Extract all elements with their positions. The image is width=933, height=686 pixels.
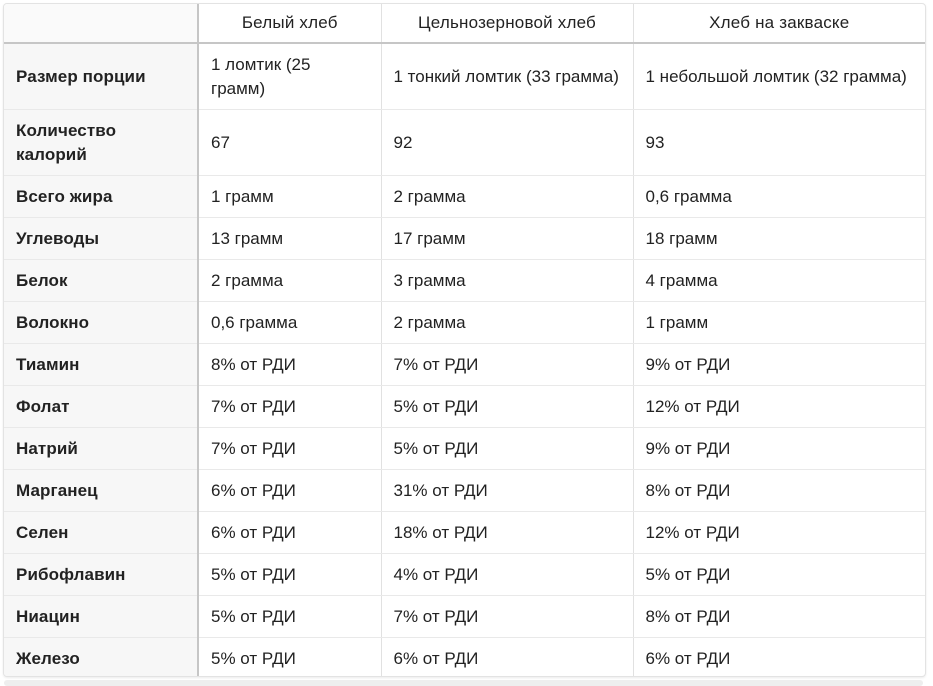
table-row: Селен 6% от РДИ 18% от РДИ 12% от РДИ — [4, 511, 925, 554]
table-cell: 31% от РДИ — [381, 469, 634, 512]
table-cell: 5% от РДИ — [381, 427, 634, 470]
table-cell: 92 — [381, 109, 634, 176]
row-label: Всего жира — [4, 175, 199, 218]
table-cell: 7% от РДИ — [198, 427, 382, 470]
table-cell: 1 тонкий ломтик (33 грамма) — [381, 43, 634, 110]
horizontal-scrollbar[interactable] — [4, 680, 923, 686]
table-row: Ниацин 5% от РДИ 7% от РДИ 8% от РДИ — [4, 595, 925, 638]
table-cell: 6% от РДИ — [198, 469, 382, 512]
table-row: Белок 2 грамма 3 грамма 4 грамма — [4, 259, 925, 302]
table-cell: 5% от РДИ — [633, 553, 925, 596]
row-label: Марганец — [4, 469, 199, 512]
table-row: Фолат 7% от РДИ 5% от РДИ 12% от РДИ — [4, 385, 925, 428]
table-cell: 12% от РДИ — [633, 385, 925, 428]
row-label: Белок — [4, 259, 199, 302]
table-cell: 6% от РДИ — [645, 648, 731, 668]
nutrition-comparison-table-container: Белый хлеб Цельнозерновой хлеб Хлеб на з… — [3, 3, 926, 677]
row-label: Рибофлавин — [4, 553, 199, 596]
table-cell: 2 грамма — [198, 259, 382, 302]
header-cell-empty — [4, 4, 199, 44]
row-label: Размер порции — [4, 43, 199, 110]
row-label: Волокно — [4, 301, 199, 344]
table-cell: 4 грамма — [633, 259, 925, 302]
row-label: Количество калорий — [4, 109, 199, 176]
table-cell: 12% от РДИ — [633, 511, 925, 554]
table-cell: 0,6 грамма — [198, 301, 382, 344]
table-cell: 4% от РДИ — [381, 553, 634, 596]
table-row: Углеводы 13 грамм 17 грамм 18 грамм — [4, 217, 925, 260]
table-cell: 2 грамма — [381, 301, 634, 344]
table-cell: 8% от РДИ — [198, 343, 382, 386]
table-cell: 7% от РДИ — [381, 595, 634, 638]
table-cell: 5% от РДИ — [198, 553, 382, 596]
table-cell: 6% от РДИ — [381, 637, 634, 676]
table-row: Размер порции 1 ломтик (25 грамм) 1 тонк… — [4, 43, 925, 110]
table-cell: 1 грамм — [633, 301, 925, 344]
table-row: Натрий 7% от РДИ 5% от РДИ 9% от РДИ — [4, 427, 925, 470]
table-row: Железо 5% от РДИ 6% от РДИ 6% от РДИ — [4, 637, 925, 676]
row-label: Ниацин — [4, 595, 199, 638]
table-cell: 5% от РДИ — [198, 595, 382, 638]
row-label: Фолат — [4, 385, 199, 428]
table-cell: 1 грамм — [198, 175, 382, 218]
row-label: Железо — [4, 637, 199, 676]
table-cell: 1 небольшой ломтик (32 грамма) — [633, 43, 925, 110]
table-cell: 17 грамм — [381, 217, 634, 260]
header-row: Белый хлеб Цельнозерновой хлеб Хлеб на з… — [4, 4, 925, 44]
table-cell: 18 грамм — [633, 217, 925, 260]
table-cell: 9% от РДИ — [633, 343, 925, 386]
table-cell: 18% от РДИ — [381, 511, 634, 554]
table-cell: 93 — [633, 109, 925, 176]
table-cell: 3 грамма — [381, 259, 634, 302]
table-cell: 5% от РДИ — [198, 637, 382, 676]
header-cell-whole-grain-bread: Цельнозерновой хлеб — [381, 4, 634, 44]
header-cell-white-bread: Белый хлеб — [198, 4, 382, 44]
table-row: Рибофлавин 5% от РДИ 4% от РДИ 5% от РДИ — [4, 553, 925, 596]
nutrition-comparison-table: Белый хлеб Цельнозерновой хлеб Хлеб на з… — [4, 4, 925, 676]
table-cell: 8% от РДИ — [633, 595, 925, 638]
table-cell: 2 грамма — [381, 175, 634, 218]
table-row: Количество калорий 67 92 93 — [4, 109, 925, 176]
row-label: Селен — [4, 511, 199, 554]
table-cell: 13 грамм — [198, 217, 382, 260]
table-row: Всего жира 1 грамм 2 грамма 0,6 грамма — [4, 175, 925, 218]
table-row: Марганец 6% от РДИ 31% от РДИ 8% от РДИ — [4, 469, 925, 512]
row-label: Тиамин — [4, 343, 199, 386]
table-cell: 9% от РДИ — [633, 427, 925, 470]
table-cell: 7% от РДИ — [381, 343, 634, 386]
table-cell: 5% от РДИ — [381, 385, 634, 428]
table-cell: 1 ломтик (25 грамм) — [198, 43, 382, 110]
table-cell: 67 — [198, 109, 382, 176]
header-cell-sourdough-bread: Хлеб на закваске — [633, 4, 925, 44]
table-cell: 0,6 грамма — [633, 175, 925, 218]
row-label: Углеводы — [4, 217, 199, 260]
table-row: Волокно 0,6 грамма 2 грамма 1 грамм — [4, 301, 925, 344]
table-cell: 7% от РДИ — [198, 385, 382, 428]
table-cell: 6% от РДИ — [198, 511, 382, 554]
table-row: Тиамин 8% от РДИ 7% от РДИ 9% от РДИ — [4, 343, 925, 386]
table-cell: 8% от РДИ — [633, 469, 925, 512]
row-label: Натрий — [4, 427, 199, 470]
